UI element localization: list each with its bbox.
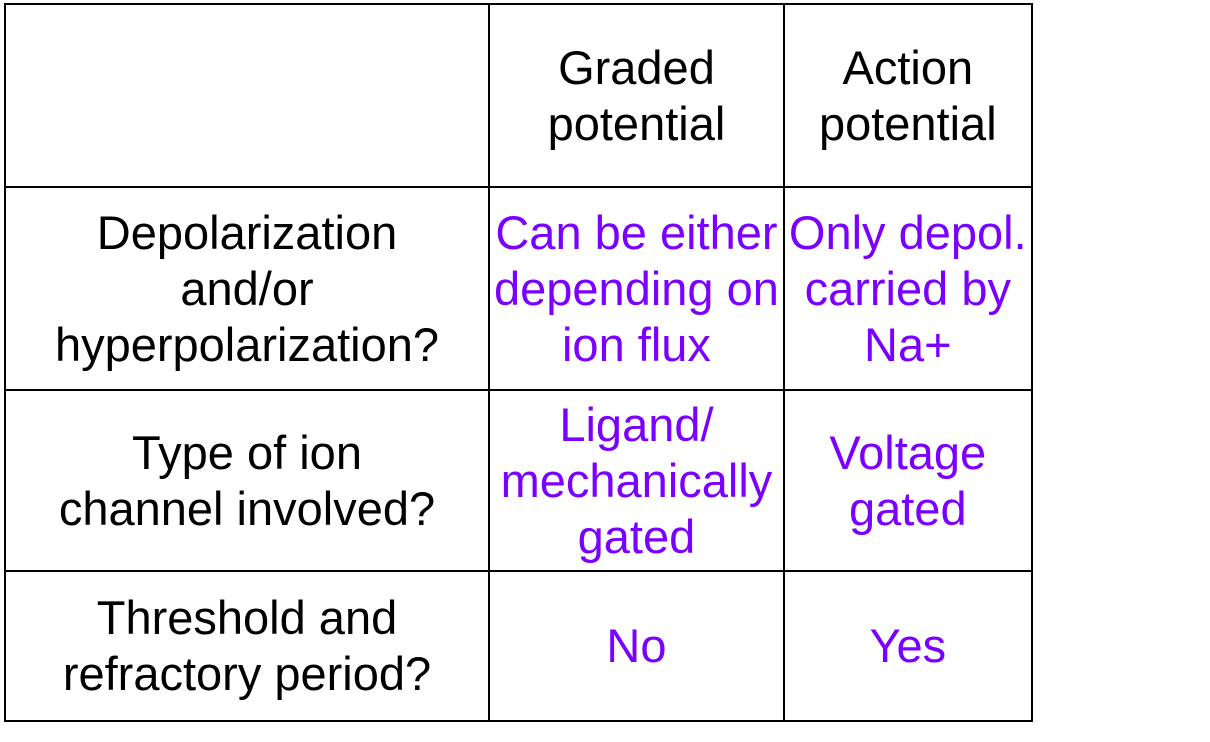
- cell-text-line: potential: [547, 96, 726, 150]
- table-row-threshold: Threshold and refractory period? No Yes: [4, 570, 1033, 722]
- graded-ion-channel-answer: Ligand/mechanically gated: [488, 389, 785, 572]
- cell-text-line: Threshold and: [96, 591, 398, 644]
- cell-text-line: channel involved?: [58, 481, 436, 535]
- row-label-threshold: Threshold and refractory period?: [4, 570, 490, 722]
- column-header-action: Action potential: [782, 3, 1033, 188]
- cell-text-line: Na+: [864, 317, 952, 371]
- cell-text-line: Action: [842, 40, 974, 94]
- cell-text-line: depending on: [494, 261, 779, 315]
- cell-text-line: No: [606, 619, 667, 672]
- cell-text-line: ion flux: [561, 317, 711, 371]
- action-polarization-answer: Only depol. carried by Na+: [782, 186, 1033, 391]
- cell-text-line: mechanically: [500, 453, 773, 507]
- cell-text-line: and/or: [180, 261, 314, 315]
- cell-text-line: Only depol.: [788, 205, 1027, 259]
- cell-text-line: gated: [577, 509, 696, 563]
- cell-text-line: gated: [848, 481, 967, 535]
- cell-text-line: Depolarization: [96, 205, 398, 259]
- comparison-table: Graded potential Action potential Depolari…: [4, 3, 1033, 722]
- row-label-polarization: Depolarization and/or hyperpolarization?: [4, 186, 490, 391]
- cell-text-line: carried by: [804, 261, 1011, 315]
- action-threshold-answer: Yes: [782, 570, 1033, 722]
- graded-polarization-answer: Can be either depending on ion flux: [488, 186, 785, 391]
- column-header-graded: Graded potential: [488, 3, 785, 188]
- cell-text-line: Ligand/: [559, 397, 714, 451]
- corner-cell: [4, 3, 490, 188]
- cell-text-line: Can be either: [495, 205, 778, 259]
- cell-text-line: Yes: [869, 619, 947, 672]
- table-row-polarization: Depolarization and/or hyperpolarization? C…: [4, 186, 1033, 391]
- cell-text-line: Type of ion: [132, 425, 362, 479]
- header-row: Graded potential Action potential: [4, 3, 1033, 188]
- graded-threshold-answer: No: [488, 570, 785, 722]
- cell-text-line: potential: [818, 96, 997, 150]
- cell-text-line: hyperpolarization?: [54, 317, 440, 371]
- table-row-ion-channel: Type of ion channel involved? Ligand/mech…: [4, 389, 1033, 572]
- cell-text-line: refractory period?: [62, 647, 432, 700]
- cell-text-line: Voltage: [829, 425, 987, 479]
- row-label-ion-channel: Type of ion channel involved?: [4, 389, 490, 572]
- cell-text-line: Graded: [558, 40, 715, 94]
- action-ion-channel-answer: Voltage gated: [782, 389, 1033, 572]
